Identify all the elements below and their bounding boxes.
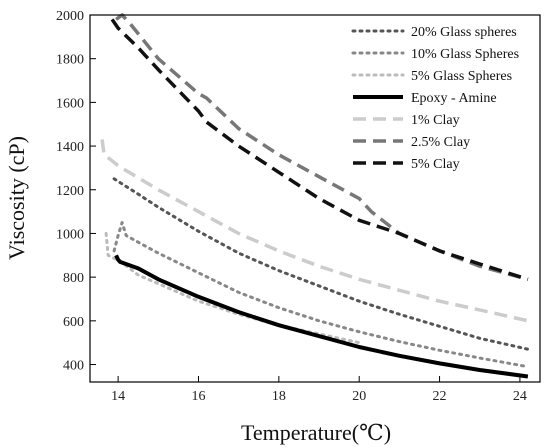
y-tick-label: 1200	[56, 184, 84, 199]
y-tick-label: 1800	[56, 53, 84, 68]
legend-label-5: 1% Clay	[411, 113, 460, 128]
legend-label-4: Epoxy - Amine	[411, 91, 497, 106]
series-line-7	[110, 18, 529, 281]
y-tick-label: 2000	[56, 9, 84, 24]
plot-frame	[89, 14, 541, 383]
y-tick-label: 800	[63, 271, 84, 286]
y-tick-label: 1000	[56, 227, 84, 242]
series-line-3	[104, 232, 361, 345]
series-line-4	[114, 254, 529, 379]
axis-layer: 14 16 18 20 22 24 400 600 800 1000 1200 1400 1600 180…	[56, 9, 541, 404]
legend: 20% Glass spheres 10% Glass Spheres 5% Gla…	[351, 25, 519, 172]
legend-label-6: 2.5% Clay	[411, 135, 470, 150]
legend-label-3: 5% Glass Spheres	[411, 69, 512, 84]
series-line-1	[112, 177, 530, 351]
series-line-5	[100, 139, 529, 323]
x-tick-label: 16	[191, 389, 205, 404]
x-tick-label: 20	[352, 389, 366, 404]
plot-layer	[100, 13, 530, 379]
x-tick-label: 22	[433, 389, 447, 404]
y-axis-title: Viscosity (cP)	[4, 136, 29, 260]
y-tick-label: 400	[63, 359, 84, 374]
legend-label-1: 20% Glass spheres	[411, 25, 517, 40]
legend-label-7: 5% Clay	[411, 157, 460, 172]
legend-label-2: 10% Glass Spheres	[411, 47, 519, 62]
y-tick-label: 1400	[56, 140, 84, 155]
x-tick-label: 24	[513, 389, 527, 404]
series-line-2	[112, 221, 530, 369]
x-axis-title: Temperature(℃)	[241, 420, 391, 445]
y-tick-label: 1600	[56, 96, 84, 111]
x-tick-label: 14	[111, 389, 125, 404]
x-tick-label: 18	[272, 389, 286, 404]
y-tick-label: 600	[63, 315, 84, 330]
